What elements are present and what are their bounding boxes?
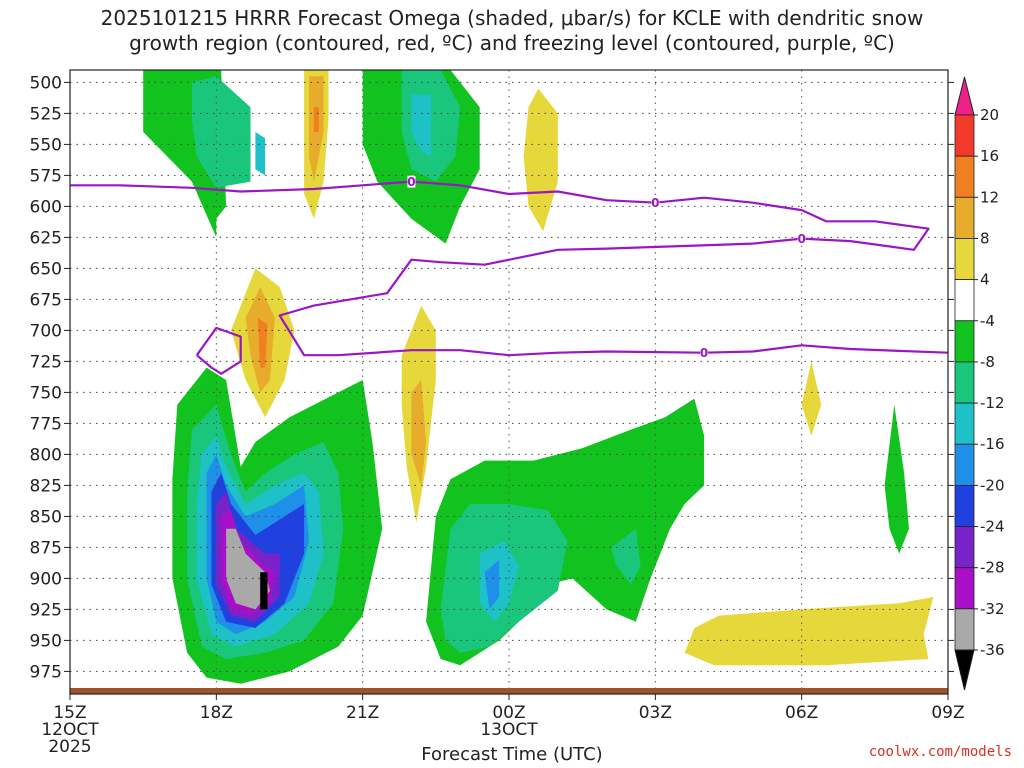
y-tick-label-775: 775	[30, 414, 62, 434]
omega-shading	[143, 70, 934, 684]
y-tick-label-950: 950	[30, 631, 62, 651]
y-tick-label-700: 700	[30, 321, 62, 341]
omega-region-8	[411, 94, 431, 157]
x-tick-label-0-0: 15Z	[53, 703, 86, 723]
colorbar-band-5	[954, 320, 975, 363]
y-tick-label-850: 850	[30, 507, 62, 527]
freezing-label-2: 0	[797, 232, 805, 246]
x-tick-label-3-0: 00Z	[492, 703, 525, 723]
x-tick-label-5-0: 06Z	[785, 703, 818, 723]
colorbar-label-3: 8	[980, 229, 990, 247]
y-tick-label-900: 900	[30, 569, 62, 589]
freezing-label-0: 0	[407, 175, 415, 189]
x-tick-label-0-2: 2025	[48, 737, 91, 757]
colorbar-band-1	[954, 155, 975, 198]
freezing-level-contours: 0 0 0 0	[70, 175, 948, 375]
y-tick-label-525: 525	[30, 104, 62, 124]
freezing-label-3: 0	[700, 346, 708, 360]
omega-region-5	[313, 107, 319, 132]
colorbar-band-0	[954, 114, 975, 157]
colorbar-band-12	[954, 608, 975, 651]
freezing-contour-4	[195, 326, 242, 375]
omega-region-31	[684, 597, 934, 666]
y-tick-label-725: 725	[30, 352, 62, 372]
colorbar-label-13: -36	[980, 641, 1005, 659]
y-tick-label-500: 500	[30, 73, 62, 93]
y-tick-label-825: 825	[30, 476, 62, 496]
colorbar-label-10: -24	[980, 518, 1005, 536]
colorbar-band-4	[954, 279, 975, 322]
freezing-label-bg-0	[407, 175, 416, 188]
colorbar-label-9: -20	[980, 476, 1005, 494]
colorbar-band-6	[954, 361, 975, 404]
y-tick-label-975: 975	[30, 662, 62, 682]
omega-region-27	[611, 528, 641, 585]
colorbar-band-7	[954, 402, 975, 445]
colorbar-top-arrow	[954, 76, 975, 116]
colorbar-label-4: 4	[980, 271, 990, 289]
colorbar-label-8: -16	[980, 435, 1005, 453]
title-line-2: growth region (contoured, red, ºC) and f…	[129, 31, 895, 55]
terrain-bar	[70, 688, 948, 694]
y-tick-label-600: 600	[30, 197, 62, 217]
freezing-label-bg-2	[797, 232, 806, 245]
y-tick-label-675: 675	[30, 290, 62, 310]
colorbar-label-11: -28	[980, 559, 1005, 577]
y-tick-label-575: 575	[30, 166, 62, 186]
omega-region-1	[191, 76, 251, 188]
title-line-1: 2025101215 HRRR Forecast Omega (shaded, …	[100, 6, 924, 30]
y-tick-label-875: 875	[30, 538, 62, 558]
colorbar-band-10	[954, 526, 975, 569]
colorbar-label-6: -8	[980, 353, 995, 371]
omega-region-14	[411, 380, 427, 486]
colorbar: 20 16 12 8 4 -4 -8 -12 -16 -20 -24 -28 -32 -36	[954, 76, 1005, 691]
x-tick-label-2-0: 21Z	[346, 703, 379, 723]
colorbar-band-3	[954, 238, 975, 281]
y-tick-label-625: 625	[30, 228, 62, 248]
x-tick-label-1-0: 18Z	[200, 703, 233, 723]
omega-region-2	[255, 132, 266, 176]
colorbar-label-5: -4	[980, 312, 995, 330]
colorbar-band-2	[954, 196, 975, 239]
freezing-contour-0	[70, 180, 948, 357]
credit-link[interactable]: coolwx.com/models	[868, 744, 1012, 760]
omega-region-29	[484, 559, 500, 610]
y-tick-label-925: 925	[30, 600, 62, 620]
y-axis: 500 525 550 575 600 625 650 675 700 725 750 775 800 8…	[30, 73, 954, 682]
omega-region-9	[523, 88, 558, 232]
y-tick-label-750: 750	[30, 383, 62, 403]
freezing-label-bg-3	[700, 346, 709, 359]
colorbar-label-2: 12	[980, 188, 999, 206]
omega-region-15	[801, 361, 822, 436]
x-axis-title: Forecast Time (UTC)	[421, 744, 603, 765]
x-tick-label-0-1: 12OCT	[41, 720, 99, 740]
colorbar-label-12: -32	[980, 600, 1005, 618]
freezing-label-1: 0	[651, 196, 659, 210]
colorbar-bottom-arrow	[954, 649, 975, 691]
colorbar-band-8	[954, 443, 975, 486]
freezing-label-bg-1	[651, 196, 660, 209]
colorbar-label-7: -12	[980, 394, 1005, 412]
omega-region-23	[226, 528, 270, 610]
y-tick-label-800: 800	[30, 445, 62, 465]
chart-title: 2025101215 HRRR Forecast Omega (shaded, …	[0, 6, 1024, 56]
x-tick-label-6-0: 09Z	[931, 703, 964, 723]
y-tick-label-550: 550	[30, 135, 62, 155]
colorbar-band-11	[954, 567, 975, 610]
x-tick-label-4-0: 03Z	[639, 703, 672, 723]
colorbar-band-9	[954, 484, 975, 527]
omega-region-24	[260, 572, 268, 610]
y-tick-label-650: 650	[30, 259, 62, 279]
colorbar-label-1: 16	[980, 147, 999, 165]
colorbar-label-0: 20	[980, 106, 999, 124]
x-tick-label-3-1: 13OCT	[480, 720, 538, 740]
